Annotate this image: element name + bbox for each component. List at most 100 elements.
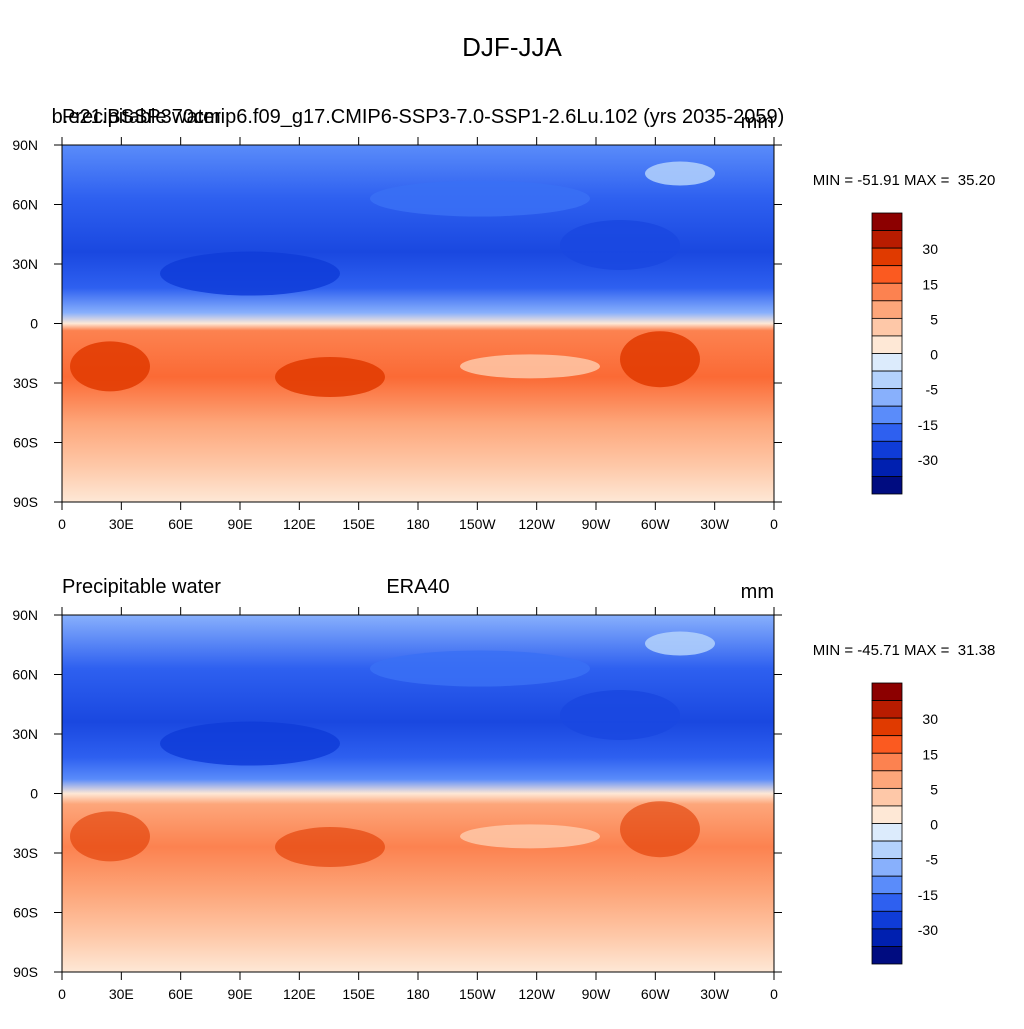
colorbar-box bbox=[871, 388, 903, 407]
x-tick-label: 30W bbox=[700, 516, 730, 532]
colorbar-box bbox=[871, 265, 903, 284]
colorbar-label: -30 bbox=[918, 922, 938, 938]
x-tick-label: 180 bbox=[406, 986, 430, 1002]
colorbar-box bbox=[871, 440, 903, 460]
colorbar-box bbox=[871, 875, 903, 895]
min-max: MIN = -45.71 MAX = 31.38 bbox=[813, 642, 996, 659]
colorbar-box bbox=[871, 423, 903, 442]
x-tick-label: 60E bbox=[168, 986, 193, 1002]
colorbar-box bbox=[871, 910, 903, 930]
colorbar-box bbox=[871, 476, 903, 495]
x-tick-label: 150W bbox=[459, 516, 496, 532]
colorbar-label: -5 bbox=[926, 382, 939, 398]
colorbar-box bbox=[871, 805, 903, 824]
map-feature bbox=[560, 689, 680, 740]
y-tick-label: 30S bbox=[13, 845, 38, 861]
x-tick-label: 90W bbox=[582, 986, 612, 1002]
min-max: MIN = -51.91 MAX = 35.20 bbox=[813, 172, 996, 189]
colorbar-box bbox=[871, 928, 903, 947]
map-feature bbox=[645, 161, 715, 186]
x-tick-label: 30E bbox=[109, 516, 134, 532]
colorbar-box bbox=[871, 300, 903, 319]
colorbar-label: 5 bbox=[930, 781, 938, 797]
colorbar-box bbox=[871, 717, 903, 737]
map-feature bbox=[460, 354, 600, 379]
colorbar-box bbox=[871, 946, 903, 965]
y-tick-label: 30N bbox=[12, 256, 38, 272]
colorbar-box bbox=[871, 247, 903, 267]
colorbar-label: -15 bbox=[918, 887, 938, 903]
y-tick-label: 60N bbox=[12, 197, 38, 213]
colorbar-box bbox=[871, 700, 903, 719]
y-tick-label: 30S bbox=[13, 375, 38, 391]
colorbar-label: 5 bbox=[930, 311, 938, 327]
x-tick-label: 90W bbox=[582, 516, 612, 532]
x-tick-label: 150E bbox=[342, 986, 375, 1002]
panel-left-string: Precipitable water bbox=[62, 576, 221, 598]
colorbar-box bbox=[871, 770, 903, 789]
colorbar-label: -30 bbox=[918, 452, 938, 468]
x-tick-label: 120E bbox=[283, 986, 316, 1002]
y-tick-label: 90N bbox=[12, 137, 38, 153]
x-tick-label: 30W bbox=[700, 986, 730, 1002]
y-tick-label: 0 bbox=[30, 316, 38, 332]
colorbar-label: 30 bbox=[922, 241, 938, 257]
x-tick-label: 90E bbox=[228, 516, 253, 532]
map-feature bbox=[460, 824, 600, 849]
y-tick-label: 90S bbox=[13, 964, 38, 980]
colorbar-box bbox=[871, 282, 903, 302]
map-feature bbox=[70, 811, 150, 862]
colorbar-box bbox=[871, 230, 903, 249]
colorbar-box bbox=[871, 735, 903, 754]
x-tick-label: 60W bbox=[641, 986, 671, 1002]
y-tick-label: 60S bbox=[13, 905, 38, 921]
colorbar-box bbox=[871, 458, 903, 477]
colorbar-label: 0 bbox=[930, 817, 938, 833]
map-feature bbox=[275, 357, 385, 398]
map-feature bbox=[370, 650, 590, 687]
map-feature bbox=[645, 631, 715, 656]
panel-center-string: ERA40 bbox=[386, 576, 449, 598]
colorbar-box bbox=[871, 353, 903, 372]
x-tick-label: 150W bbox=[459, 986, 496, 1002]
x-tick-label: 30E bbox=[109, 986, 134, 1002]
colorbar-box bbox=[871, 335, 903, 354]
y-tick-label: 60S bbox=[13, 435, 38, 451]
map-feature bbox=[160, 251, 340, 296]
panel-left-string: Precipitable water bbox=[62, 106, 221, 128]
map-feature bbox=[160, 721, 340, 766]
y-tick-label: 30N bbox=[12, 726, 38, 742]
map-feature bbox=[275, 827, 385, 868]
colorbar-box bbox=[871, 787, 903, 807]
x-tick-label: 0 bbox=[58, 516, 66, 532]
x-tick-label: 120E bbox=[283, 516, 316, 532]
x-tick-label: 90E bbox=[228, 986, 253, 1002]
panel-units: mm bbox=[741, 111, 774, 133]
colorbar-label: 15 bbox=[922, 276, 938, 292]
colorbar-box bbox=[871, 212, 903, 231]
x-tick-label: 0 bbox=[770, 516, 778, 532]
x-tick-label: 60E bbox=[168, 516, 193, 532]
x-tick-label: 150E bbox=[342, 516, 375, 532]
map-feature bbox=[560, 219, 680, 270]
panel-center-string: b.e21.BSSP370cmip6.f09_g17.CMIP6-SSP3-7.… bbox=[52, 106, 785, 128]
colorbar-label: -15 bbox=[918, 417, 938, 433]
map-feature bbox=[620, 801, 700, 858]
x-tick-label: 120W bbox=[518, 986, 555, 1002]
colorbar-label: 0 bbox=[930, 347, 938, 363]
figure-title: DJF-JJA bbox=[462, 32, 562, 62]
y-tick-label: 0 bbox=[30, 786, 38, 802]
map-feature bbox=[370, 180, 590, 217]
map-feature bbox=[70, 341, 150, 392]
y-tick-label: 60N bbox=[12, 667, 38, 683]
colorbar-box bbox=[871, 823, 903, 842]
y-tick-label: 90N bbox=[12, 607, 38, 623]
colorbar-label: 30 bbox=[922, 711, 938, 727]
colorbar-box bbox=[871, 370, 903, 390]
colorbar-label: -5 bbox=[926, 852, 939, 868]
colorbar-box bbox=[871, 682, 903, 701]
map-feature bbox=[620, 331, 700, 388]
colorbar-box bbox=[871, 317, 903, 337]
colorbar-label: 15 bbox=[922, 746, 938, 762]
